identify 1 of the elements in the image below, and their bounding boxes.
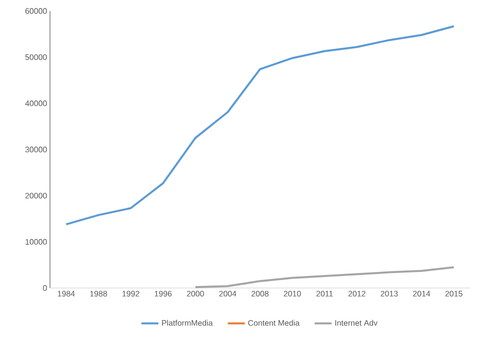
line-series: [65, 25, 455, 226]
